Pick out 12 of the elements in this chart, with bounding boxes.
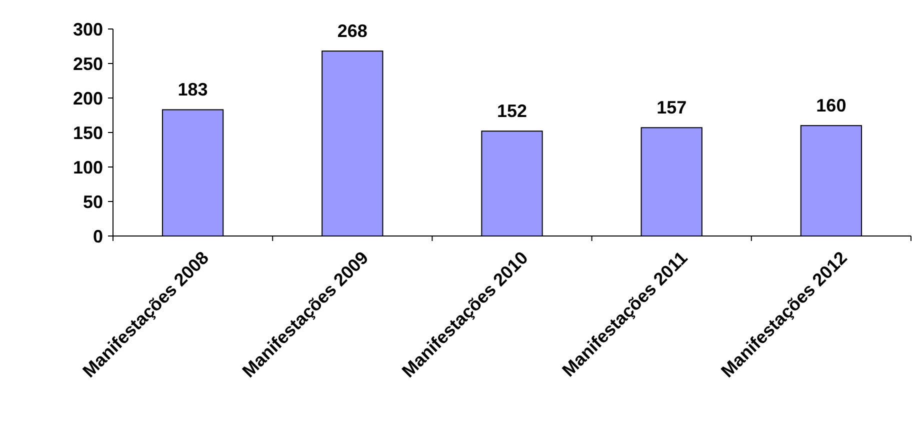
y-tick-label: 250	[72, 54, 103, 74]
y-tick-label: 150	[72, 122, 103, 143]
data-label: 160	[816, 96, 846, 116]
y-tick-label: 0	[92, 226, 103, 246]
y-tick-label: 200	[72, 88, 103, 108]
data-label: 183	[178, 80, 208, 100]
data-label: 268	[337, 21, 368, 42]
y-tick-label: 300	[72, 19, 103, 40]
data-label: 157	[656, 98, 687, 118]
data-label: 152	[496, 101, 528, 122]
y-tick-label: 50	[82, 192, 103, 212]
y-tick-label: 100	[72, 157, 103, 178]
